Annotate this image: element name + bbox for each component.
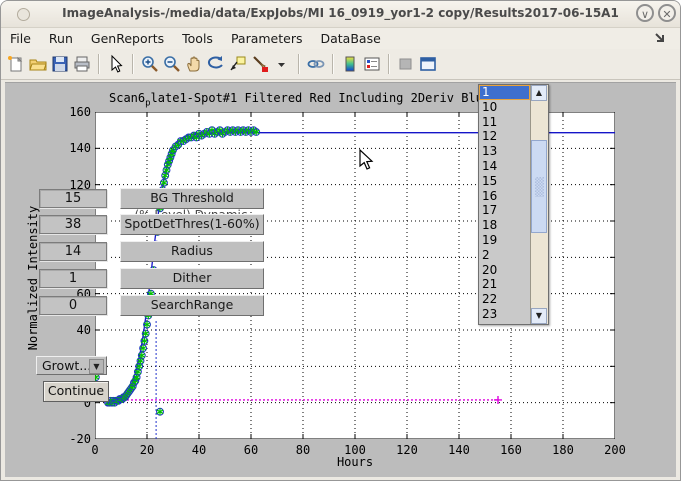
window-menu-button[interactable]	[17, 8, 30, 21]
pan-hand-icon[interactable]	[183, 53, 205, 75]
plot-title: Scan6plate1-Spot#1 Filtered Red Includin…	[109, 91, 491, 109]
x-tick-label: 20	[139, 443, 155, 457]
data-cursor-icon[interactable]	[227, 53, 249, 75]
x-axis-label: Hours	[336, 455, 374, 469]
scroll-up-icon[interactable]: ▲	[531, 85, 547, 101]
listbox-item-21[interactable]: 21	[482, 277, 498, 292]
listbox-item-10[interactable]: 10	[482, 99, 498, 114]
y-tick-label: 0	[83, 395, 91, 410]
x-tick-label: 40	[191, 443, 207, 457]
x-tick-label: 60	[243, 443, 259, 457]
x-tick-label: 120	[396, 443, 418, 457]
print-icon[interactable]	[71, 53, 93, 75]
spot-det-thres-value-field[interactable]: 38	[39, 215, 107, 234]
save-icon[interactable]	[49, 53, 71, 75]
dither-button[interactable]: Dither	[120, 268, 264, 289]
new-document-icon[interactable]	[5, 53, 27, 75]
mouse-cursor	[359, 148, 375, 175]
link-plots-icon[interactable]	[305, 53, 327, 75]
menu-overflow-icon[interactable]	[654, 32, 666, 47]
window-title: ImageAnalysis-/media/data/ExpJobs/MI 16_…	[62, 6, 619, 20]
listbox-item-17[interactable]: 17	[482, 203, 498, 218]
spot-det-thres-button[interactable]: SpotDetThres(1-60%)	[120, 214, 264, 235]
listbox-item-1[interactable]: 1	[479, 85, 530, 100]
y-tick-label: 140	[69, 141, 91, 156]
listbox-item-13[interactable]: 13	[482, 144, 498, 159]
scrollbar-thumb[interactable]	[531, 140, 547, 233]
zoom-in-icon[interactable]	[139, 53, 161, 75]
bg-threshold-button[interactable]: BG Threshold	[120, 188, 264, 209]
menubar: File Run GenReports Tools Parameters DataBase	[1, 28, 680, 49]
listbox-item-11[interactable]: 11	[482, 114, 498, 129]
close-button[interactable]: ✕	[658, 4, 676, 22]
chevron-down-icon[interactable]: ▼	[89, 359, 104, 374]
rotate-3d-icon[interactable]	[205, 53, 227, 75]
listbox-item-2[interactable]: 2	[482, 247, 490, 262]
listbox-item-23[interactable]: 23	[482, 306, 498, 321]
radius-value-field[interactable]: 14	[39, 242, 107, 261]
listbox-item-22[interactable]: 22	[482, 292, 498, 307]
x-tick-label: 160	[500, 443, 522, 457]
listbox-item-14[interactable]: 14	[482, 158, 498, 173]
dither-value-field[interactable]: 1	[39, 269, 107, 288]
growth-dropdown-label: Growt...	[42, 358, 92, 373]
radius-button[interactable]: Radius	[120, 241, 264, 262]
listbox-item-15[interactable]: 15	[482, 173, 498, 188]
listbox-scrollbar[interactable]: ▲ ▼	[530, 85, 548, 324]
toolbar-separator	[388, 54, 390, 74]
bg-threshold-value-field[interactable]: 15	[39, 189, 107, 208]
x-tick-label: 200	[604, 443, 626, 457]
toolbar-separator	[98, 54, 100, 74]
listbox-items: 1 10 11 12 13 14 15 16 17 18 19 2 20 21 22 23	[479, 85, 530, 324]
y-tick-label: 120	[69, 177, 91, 192]
listbox-item-20[interactable]: 20	[482, 262, 498, 277]
plot-tools-off-icon	[395, 53, 417, 75]
minimize-button[interactable]: ∨	[636, 4, 654, 22]
continue-button[interactable]: Continue	[43, 381, 109, 402]
listbox-item-16[interactable]: 16	[482, 188, 498, 203]
menu-item-genreports[interactable]: GenReports	[90, 31, 165, 46]
menu-item-run[interactable]: Run	[48, 31, 73, 46]
search-range-button[interactable]: SearchRange	[120, 295, 264, 316]
dropdown-caret-icon[interactable]	[271, 53, 293, 75]
listbox-item-12[interactable]: 12	[482, 129, 498, 144]
x-tick-label: 100	[344, 443, 366, 457]
open-folder-icon[interactable]	[27, 53, 49, 75]
spot-number-listbox[interactable]: 1 10 11 12 13 14 15 16 17 18 19 2 20 21 22 23 ▲ ▼	[478, 84, 549, 325]
menu-item-database[interactable]: DataBase	[320, 31, 381, 46]
y-tick-label: -20	[69, 432, 91, 446]
y-tick-label: 40	[76, 323, 91, 337]
zoom-out-icon[interactable]	[161, 53, 183, 75]
listbox-item-18[interactable]: 18	[482, 218, 498, 233]
toolbar-separator	[132, 54, 134, 74]
brush-icon[interactable]	[249, 53, 271, 75]
toolbar	[1, 49, 680, 80]
search-range-value-field[interactable]: 0	[39, 296, 107, 315]
x-tick-label: 180	[552, 443, 574, 457]
toolbar-separator	[298, 54, 300, 74]
menu-item-file[interactable]: File	[10, 31, 31, 46]
growth-dropdown[interactable]: Growt... ▼	[36, 356, 107, 375]
scroll-down-icon[interactable]: ▼	[531, 308, 547, 324]
pointer-icon[interactable]	[105, 53, 127, 75]
toolbar-separator	[332, 54, 334, 74]
y-tick-label: 160	[69, 105, 91, 119]
menu-item-tools[interactable]: Tools	[182, 31, 213, 46]
bg-threshold-caption: (% Level) Dynamic	[120, 208, 262, 214]
insert-colorbar-icon[interactable]	[339, 53, 361, 75]
titlebar[interactable]: ImageAnalysis-/media/data/ExpJobs/MI 16_…	[1, 1, 680, 28]
listbox-item-19[interactable]: 19	[482, 232, 498, 247]
x-tick-label: 80	[295, 443, 311, 457]
menu-item-parameters[interactable]: Parameters	[230, 31, 303, 46]
insert-legend-icon[interactable]	[361, 53, 383, 75]
dock-figure-icon[interactable]	[417, 53, 439, 75]
x-tick-label: 140	[448, 443, 470, 457]
figure-canvas: Scan6plate1-Spot#1 Filtered Red Includin…	[5, 82, 676, 477]
x-tick-label: 0	[91, 443, 99, 457]
